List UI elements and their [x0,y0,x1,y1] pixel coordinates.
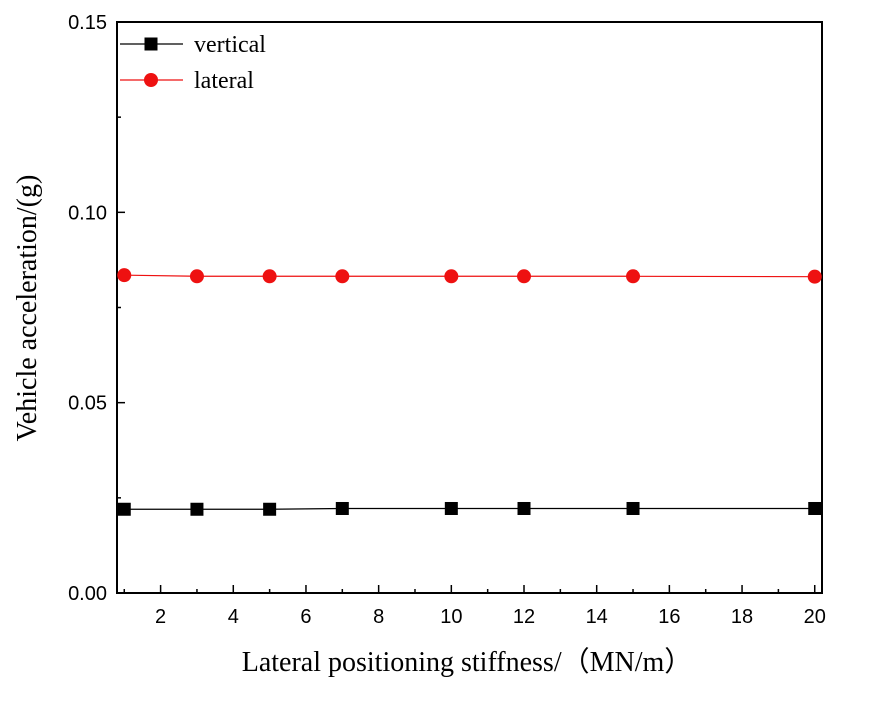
x-tick-label: 8 [373,606,384,628]
legend-item-lateral: lateral [120,68,254,94]
data-point-lateral [517,269,532,284]
y-tick-label: 0.00 [68,583,107,605]
y-axis-title: Vehicle acceleration/(g) [12,175,43,442]
data-point-lateral [626,269,641,284]
legend-marker [144,37,158,51]
data-point-lateral [444,269,459,284]
legend-item-vertical: vertical [120,32,266,58]
legend: vertical lateral [120,32,266,94]
data-point-lateral [117,268,132,283]
series-layer [117,268,822,516]
data-point-lateral [262,269,277,284]
x-tick-label: 12 [513,606,535,628]
x-tick-label: 2 [155,606,166,628]
x-tick-label: 20 [804,606,826,628]
x-tick-label: 14 [586,606,608,628]
data-point-vertical [626,501,640,515]
y-tick-label: 0.10 [68,202,107,224]
legend-label: vertical [194,32,266,58]
x-axis-title: Lateral positioning stiffness/（MN/m） [242,646,693,678]
x-tick-label: 4 [228,606,239,628]
data-point-lateral [807,269,822,284]
axes-layer: 2 4 6 8 10 12 14 16 18 20 0.00 0.05 0.10 0.15 [68,12,826,628]
series-line-lateral [124,274,815,278]
x-tick-label: 6 [300,606,311,628]
legend-marker [144,73,158,87]
x-tick-label: 10 [440,606,462,628]
x-tick-label: 18 [731,606,753,628]
data-point-vertical [808,501,822,515]
plot-frame [116,21,823,594]
data-point-lateral [335,269,350,284]
data-point-vertical [190,502,204,516]
y-tick-label: 0.05 [68,393,107,415]
data-point-vertical [444,501,458,515]
x-tick-label: 16 [658,606,680,628]
data-point-vertical [117,502,131,516]
y-tick-label: 0.15 [68,12,107,34]
series-line-vertical [124,507,815,510]
data-point-vertical [263,502,277,516]
data-point-vertical [335,501,349,515]
data-point-lateral [189,269,204,284]
legend-label: lateral [194,68,254,94]
series-vertical [117,501,822,516]
data-point-vertical [517,501,531,515]
series-lateral [117,268,822,284]
